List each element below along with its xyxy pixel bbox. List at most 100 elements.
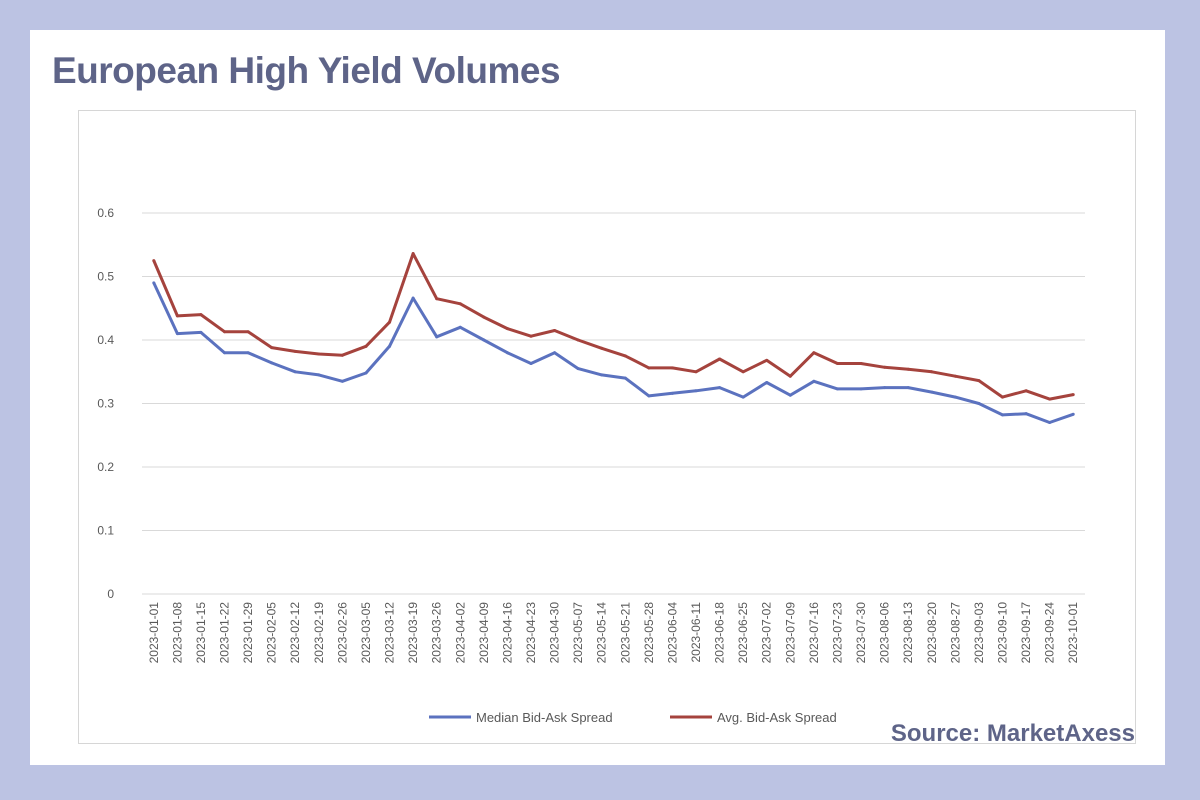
x-tick-label: 2023-04-02 [453, 602, 467, 664]
data-point [553, 328, 557, 332]
data-point [765, 358, 769, 362]
data-point [1048, 397, 1052, 401]
data-point [152, 281, 156, 285]
x-tick-label: 2023-08-20 [925, 602, 939, 664]
y-tick-label: 0.2 [97, 460, 114, 474]
x-tick-label: 2023-10-01 [1066, 602, 1080, 664]
data-point [812, 379, 816, 383]
data-point [1024, 412, 1028, 416]
data-point [600, 373, 604, 377]
data-point [1000, 395, 1004, 399]
data-point [199, 313, 203, 317]
x-tick-label: 2023-05-28 [642, 602, 656, 664]
y-tick-label: 0.1 [97, 524, 114, 538]
data-point [930, 370, 934, 374]
x-tick-label: 2023-01-08 [170, 602, 184, 664]
data-point [411, 252, 415, 256]
data-point [953, 395, 957, 399]
x-tick-label: 2023-01-01 [147, 602, 161, 664]
data-point [812, 351, 816, 355]
data-point [718, 386, 722, 390]
data-point [600, 346, 604, 350]
chart-area: 0 0.1 0.2 0.3 0.4 0.5 0.6 2023-01-01 2023-01-08 2… [78, 110, 1136, 744]
data-point [788, 374, 792, 378]
data-point [529, 361, 533, 365]
data-point [364, 344, 368, 348]
y-tick-label: 0.6 [97, 206, 114, 220]
data-point [694, 389, 698, 393]
x-tick-label: 2023-03-05 [359, 602, 373, 664]
x-tick-label: 2023-02-19 [312, 602, 326, 664]
data-point [175, 314, 179, 318]
x-tick-label: 2023-08-06 [878, 602, 892, 664]
data-point [623, 376, 627, 380]
chart-card: European High Yield Volumes 0 0.1 0.2 0.3 0.… [30, 30, 1165, 765]
x-tick-label: 2023-08-13 [901, 602, 915, 664]
data-point [718, 357, 722, 361]
data-point [246, 351, 250, 355]
data-point [317, 373, 321, 377]
data-point [835, 361, 839, 365]
data-point [788, 393, 792, 397]
x-tick-label: 2023-01-29 [241, 602, 255, 664]
data-point [1024, 389, 1028, 393]
data-point [270, 346, 274, 350]
data-point [458, 325, 462, 329]
x-tick-label: 2023-03-19 [406, 602, 420, 664]
data-point [458, 302, 462, 306]
x-tick-label: 2023-07-30 [854, 602, 868, 664]
data-point [576, 367, 580, 371]
y-tick-label: 0.3 [97, 397, 114, 411]
x-tick-label: 2023-04-16 [500, 602, 514, 664]
source-note: Source: MarketAxess [890, 720, 1135, 747]
x-tick-label: 2023-04-30 [548, 602, 562, 664]
x-tick-label: 2023-06-25 [736, 602, 750, 664]
data-point [670, 391, 674, 395]
data-point [293, 370, 297, 374]
data-point [906, 386, 910, 390]
data-point [388, 320, 392, 324]
data-point [505, 351, 509, 355]
x-tick-label: 2023-07-16 [807, 602, 821, 664]
data-point [152, 259, 156, 263]
data-point [223, 351, 227, 355]
data-point [482, 338, 486, 342]
x-tick-label: 2023-09-24 [1043, 602, 1057, 664]
data-point [741, 370, 745, 374]
data-point [482, 315, 486, 319]
data-point [977, 402, 981, 405]
data-point [1048, 421, 1052, 425]
x-tick-label: 2023-05-21 [618, 602, 632, 664]
x-tick-label: 2023-04-23 [524, 602, 538, 664]
x-tick-label: 2023-06-18 [713, 602, 727, 664]
x-tick-label: 2023-07-23 [830, 602, 844, 664]
data-point [859, 361, 863, 365]
chart-title: European High Yield Volumes [52, 50, 561, 91]
data-point [906, 367, 910, 371]
data-point [977, 379, 981, 383]
x-tick-label: 2023-02-12 [288, 602, 302, 664]
x-tick-label: 2023-04-09 [477, 602, 491, 664]
x-tick-label: 2023-03-12 [383, 602, 397, 664]
avg-series-line [152, 252, 1074, 401]
x-tick-label: 2023-01-15 [194, 602, 208, 664]
data-point [505, 327, 509, 331]
data-point [388, 344, 392, 348]
data-point [741, 395, 745, 399]
data-point [435, 335, 439, 339]
data-point [270, 361, 274, 365]
x-tick-label: 2023-07-02 [760, 602, 774, 664]
x-tick-label: 2023-09-10 [995, 602, 1009, 664]
y-tick-label: 0.5 [97, 270, 114, 284]
data-point [647, 394, 651, 398]
data-point [175, 332, 179, 336]
data-point [364, 371, 368, 375]
data-point [883, 386, 887, 390]
x-tick-label: 2023-01-22 [218, 602, 232, 664]
line-chart: 0 0.1 0.2 0.3 0.4 0.5 0.6 2023-01-01 2023-01-08 2… [97, 206, 1085, 725]
y-tick-label: 0.4 [97, 333, 114, 347]
data-point [293, 349, 297, 353]
data-point [411, 296, 415, 300]
x-tick-label: 2023-06-11 [689, 602, 703, 663]
x-tick-label: 2023-02-26 [335, 602, 349, 664]
